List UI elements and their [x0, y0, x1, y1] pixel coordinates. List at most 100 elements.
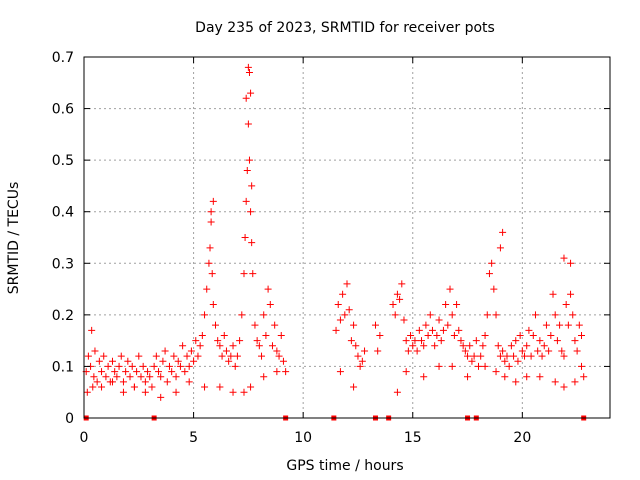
data-point [578, 362, 586, 370]
data-point [126, 373, 134, 381]
data-point [531, 311, 539, 319]
data-point [356, 362, 364, 370]
data-point [332, 326, 340, 334]
data-point [393, 388, 401, 396]
data-point [439, 326, 447, 334]
data-point [446, 285, 454, 293]
data-point [247, 208, 255, 216]
y-tick-label: 0 [65, 411, 74, 427]
data-point [435, 316, 443, 324]
data-point [207, 208, 215, 216]
data-point [251, 321, 259, 329]
data-point [479, 342, 487, 350]
data-point [343, 280, 351, 288]
data-point [243, 166, 251, 174]
data-point [496, 244, 504, 252]
data-point [115, 362, 123, 370]
data-point [117, 352, 125, 360]
data-point [336, 368, 344, 376]
data-point [279, 357, 287, 365]
data-point [135, 352, 143, 360]
data-point [518, 347, 526, 355]
x-tick-label: 15 [404, 430, 422, 446]
data-point [268, 342, 276, 350]
data-point [468, 357, 476, 365]
data-point [374, 347, 382, 355]
data-point [248, 239, 256, 247]
data-point [141, 378, 149, 386]
data-point [542, 321, 550, 329]
data-point [100, 352, 108, 360]
data-point [442, 301, 450, 309]
data-point [510, 352, 518, 360]
data-point [560, 383, 568, 391]
data-point [514, 357, 522, 365]
data-point [499, 347, 507, 355]
data-point [485, 270, 493, 278]
data-point [573, 347, 581, 355]
data-point [444, 321, 452, 329]
data-point [420, 373, 428, 381]
data-point [108, 378, 116, 386]
data-point [172, 373, 180, 381]
data-point [216, 383, 224, 391]
x-tick-label: 0 [80, 430, 89, 446]
data-point [277, 331, 285, 339]
data-point [529, 331, 537, 339]
data-point [551, 378, 559, 386]
data-point [111, 368, 119, 376]
data-point [464, 352, 472, 360]
data-point [165, 362, 173, 370]
data-point [222, 347, 230, 355]
data-point [404, 347, 412, 355]
data-point [89, 383, 97, 391]
data-point [240, 270, 248, 278]
y-tick-label: 0.7 [52, 50, 74, 66]
data-point [282, 368, 290, 376]
data-point [536, 337, 544, 345]
data-point [247, 383, 255, 391]
data-point [172, 388, 180, 396]
data-point [391, 311, 399, 319]
data-point [494, 342, 502, 350]
data-point [179, 342, 187, 350]
data-point [185, 378, 193, 386]
data-point [150, 362, 158, 370]
data-point [207, 218, 215, 226]
data-point [409, 342, 417, 350]
data-point [534, 347, 542, 355]
data-point [201, 383, 209, 391]
data-point [212, 321, 219, 329]
data-point [398, 280, 406, 288]
data-point [402, 368, 410, 376]
data-point [98, 368, 106, 376]
data-point [499, 228, 507, 236]
data-point [275, 352, 283, 360]
data-point [242, 197, 250, 205]
data-point [124, 357, 132, 365]
data-point [350, 321, 358, 329]
data-point [516, 331, 524, 339]
data-point [470, 352, 478, 360]
data-point [194, 352, 202, 360]
data-point [418, 337, 426, 345]
data-point [567, 290, 575, 298]
data-point [549, 290, 557, 298]
data-point [521, 352, 529, 360]
data-point [496, 352, 504, 360]
chart-title: Day 235 of 2023, SRMTID for receiver pot… [195, 20, 495, 36]
data-point [420, 342, 428, 350]
data-point [450, 331, 458, 339]
data-point [347, 337, 355, 345]
x-tick-label: 20 [513, 430, 531, 446]
data-point [345, 306, 353, 314]
data-point [481, 331, 489, 339]
data-point [448, 362, 456, 370]
data-point [128, 362, 136, 370]
data-point [512, 378, 520, 386]
data-point [185, 362, 193, 370]
data-point [229, 388, 237, 396]
data-point [402, 337, 410, 345]
data-point [187, 347, 195, 355]
